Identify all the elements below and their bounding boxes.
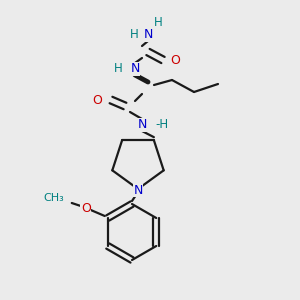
Text: O: O xyxy=(92,94,102,106)
Text: N: N xyxy=(143,28,153,41)
Text: N: N xyxy=(133,184,143,196)
Text: O: O xyxy=(81,202,91,214)
Text: CH₃: CH₃ xyxy=(44,193,64,203)
Text: H: H xyxy=(114,62,122,76)
Text: -H: -H xyxy=(155,118,169,131)
Text: N: N xyxy=(130,62,140,76)
Text: H: H xyxy=(130,28,138,41)
Text: H: H xyxy=(154,16,162,28)
Text: O: O xyxy=(170,53,180,67)
Text: N: N xyxy=(137,118,147,131)
